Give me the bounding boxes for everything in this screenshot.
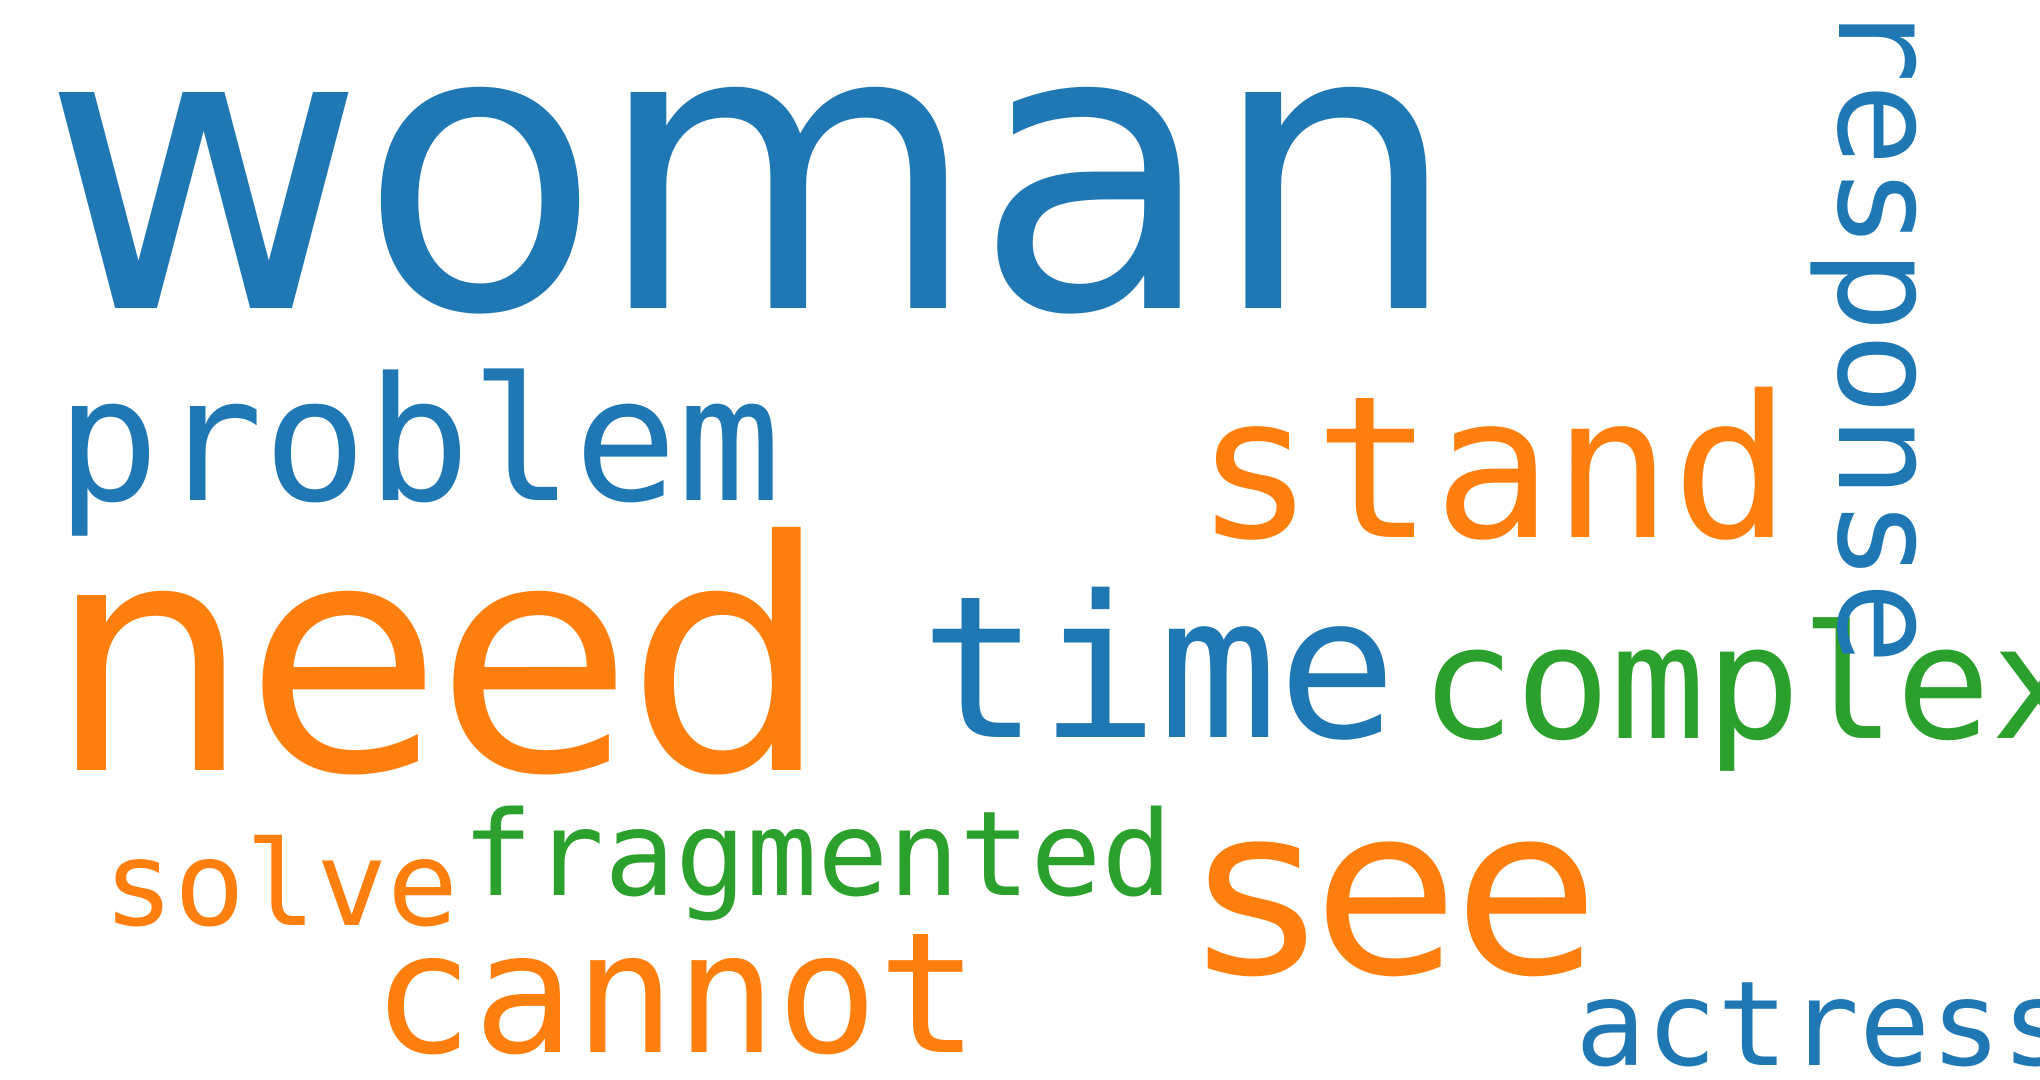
word-problem: problem <box>56 340 781 541</box>
word-response-container: response <box>1806 0 1967 665</box>
word-woman: woman <box>42 0 1460 402</box>
word-see: see <box>1195 756 1599 1029</box>
word-time: time <box>920 553 1397 784</box>
word-solve: solve <box>103 815 459 953</box>
word-response: response <box>1806 0 1967 665</box>
word-stand: stand <box>1195 353 1792 584</box>
word-need: need <box>48 474 830 846</box>
word-complex: complex <box>1420 592 2040 776</box>
word-cannot: cannot <box>372 896 979 1080</box>
word-actress: actress <box>1575 955 2040 1080</box>
word-fragmented: fragmented <box>462 785 1173 923</box>
